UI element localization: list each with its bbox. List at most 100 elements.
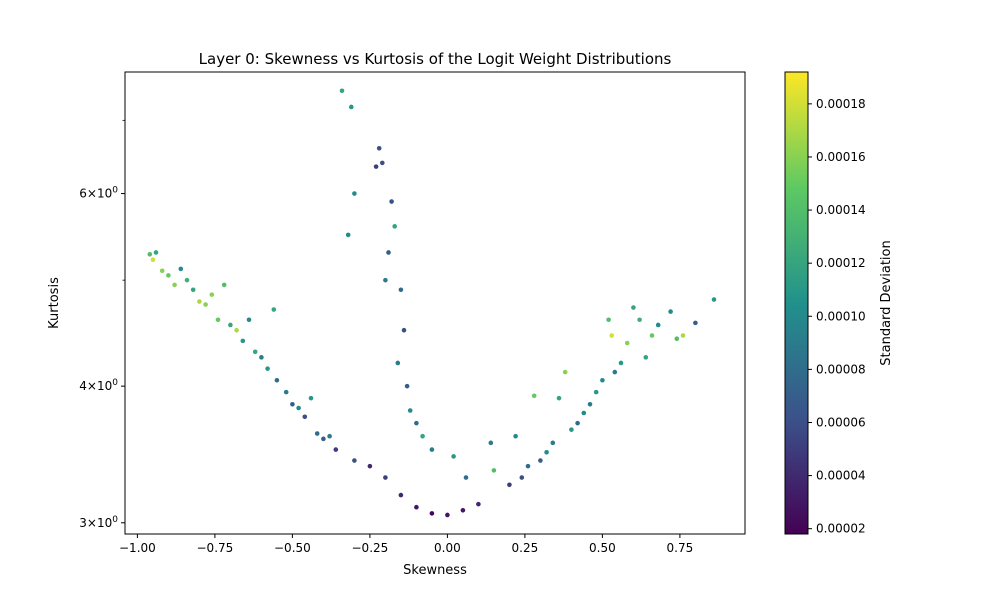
data-point [367, 463, 373, 469]
data-point [711, 297, 717, 302]
data-point [463, 475, 469, 480]
data-point [265, 366, 270, 371]
data-point [386, 250, 391, 255]
x-tick-label: 0.50 [589, 541, 616, 555]
data-point [407, 408, 413, 413]
data-point [349, 104, 354, 110]
data-point [271, 307, 277, 312]
x-tick-label: 0.25 [512, 541, 539, 555]
data-point [327, 433, 332, 439]
y-tick-label: 3×100 [79, 515, 118, 530]
data-point [562, 369, 568, 375]
x-tick-label: −0.25 [352, 541, 389, 555]
data-point [451, 454, 456, 459]
data-point [383, 475, 388, 480]
data-point [308, 395, 314, 401]
data-point [172, 282, 177, 288]
data-point [414, 420, 419, 426]
data-point [538, 458, 543, 463]
data-point [345, 232, 351, 238]
data-point [460, 507, 466, 513]
colorbar [784, 71, 809, 535]
data-point [240, 338, 246, 344]
data-point [593, 389, 599, 395]
data-point [228, 322, 233, 328]
x-axis-ticks: −1.00 −0.75 −0.50 −0.25 0.00 0.25 0.50 0.75 [119, 534, 693, 555]
data-point [283, 389, 289, 395]
data-point [668, 309, 673, 314]
data-point [215, 317, 221, 323]
data-point [190, 287, 196, 293]
data-point [389, 199, 394, 204]
data-point [550, 440, 556, 446]
data-point [556, 395, 562, 401]
data-point [373, 164, 379, 169]
data-point [234, 327, 239, 333]
data-point [544, 449, 549, 455]
data-point [290, 402, 295, 407]
data-point [398, 287, 404, 293]
data-point [609, 333, 614, 338]
data-point [445, 512, 450, 518]
y-axis-ticks: 3×100 4×100 6×100 [79, 119, 125, 530]
colorbar-tick-label: 0.00014 [816, 203, 866, 217]
data-point [519, 475, 525, 480]
data-point [637, 317, 642, 323]
data-point [581, 410, 587, 416]
data-point [209, 292, 215, 297]
data-point [569, 427, 574, 432]
data-point [392, 224, 398, 229]
x-tick-label: −0.75 [197, 541, 234, 555]
data-point [507, 482, 512, 488]
data-point [429, 447, 435, 452]
x-tick-label: 0.00 [434, 541, 461, 555]
data-point [159, 268, 165, 274]
colorbar-tick-label: 0.00018 [816, 97, 866, 111]
colorbar-label: Standard Deviation [879, 240, 894, 365]
data-point [525, 463, 531, 469]
data-point [252, 349, 258, 355]
data-point [401, 327, 407, 333]
data-point [197, 299, 202, 304]
data-point [643, 355, 649, 360]
data-point [618, 360, 624, 366]
data-point [649, 333, 655, 338]
data-point [587, 402, 593, 407]
x-axis-label: Skewness [403, 563, 467, 578]
data-point [693, 320, 698, 326]
data-point [429, 511, 435, 516]
data-point [259, 355, 264, 360]
data-point [606, 317, 611, 323]
data-point [296, 405, 301, 411]
data-point [380, 160, 385, 166]
data-point [513, 433, 518, 439]
data-point [476, 501, 481, 507]
data-point [352, 191, 357, 196]
data-point [404, 383, 410, 389]
colorbar-tick-label: 0.00010 [816, 309, 866, 323]
x-tick-label: −1.00 [119, 541, 156, 555]
data-point [655, 322, 661, 328]
data-point [631, 305, 636, 310]
data-point [184, 277, 190, 283]
data-point [491, 468, 497, 473]
x-tick-label: 0.75 [667, 541, 694, 555]
data-point [166, 273, 171, 278]
data-point [575, 420, 580, 426]
data-point [531, 393, 537, 399]
data-point [398, 492, 404, 498]
colorbar-tick-label: 0.00008 [816, 362, 866, 376]
data-point [203, 302, 208, 307]
data-point [147, 251, 153, 257]
points-layer [147, 88, 717, 518]
data-point [612, 369, 618, 375]
x-tick-label: −0.50 [274, 541, 311, 555]
data-point [333, 447, 339, 452]
data-point [178, 266, 184, 272]
data-point [302, 414, 308, 420]
colorbar-ticks: 0.00002 0.00004 0.00006 0.00008 0.00010 0.000… [808, 97, 866, 536]
data-point [246, 317, 252, 323]
data-point [274, 377, 280, 383]
y-axis-label: Kurtosis [47, 277, 62, 329]
